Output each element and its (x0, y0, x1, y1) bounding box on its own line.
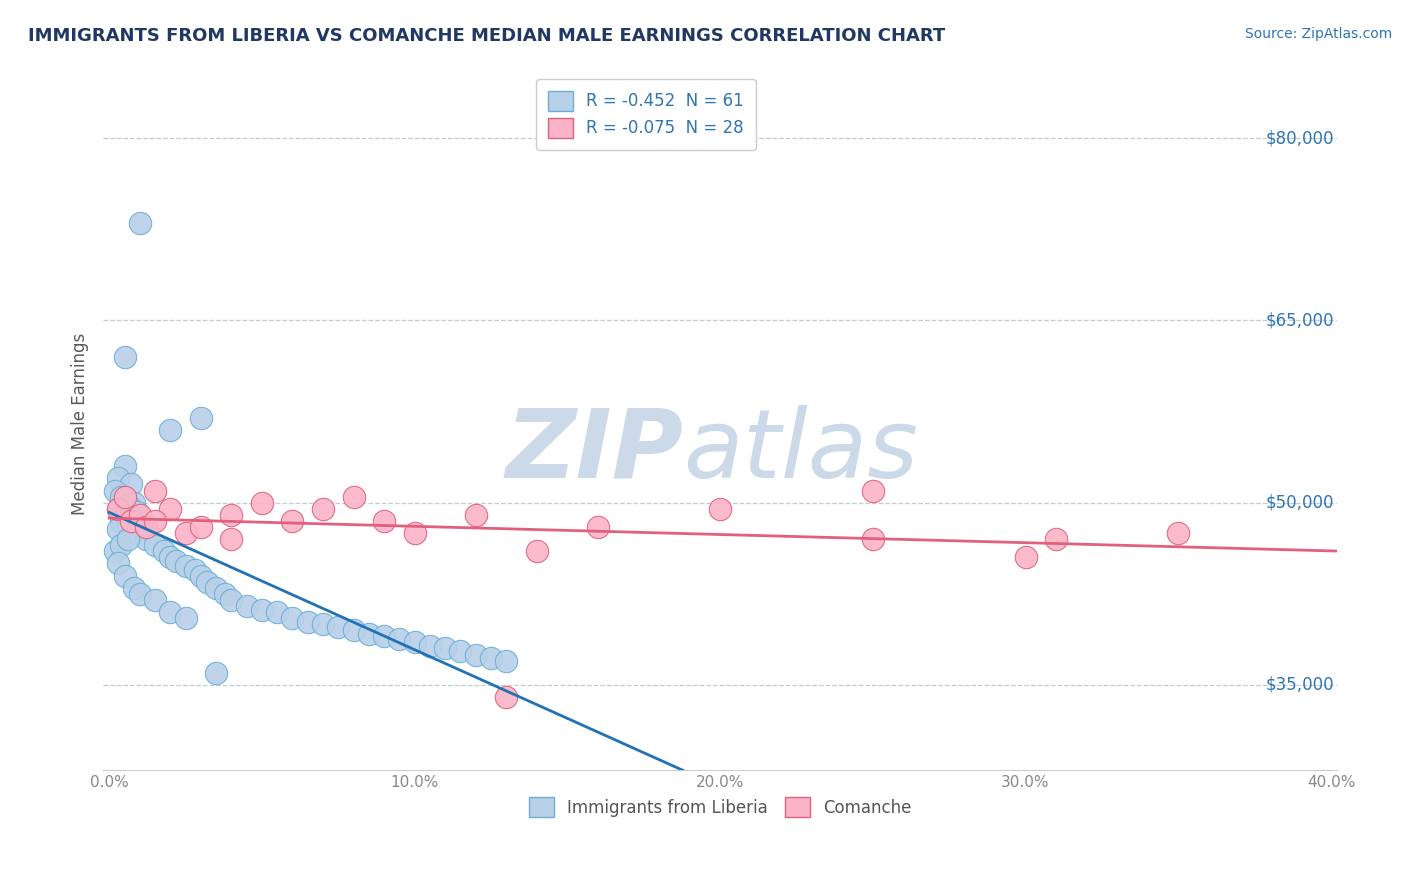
Text: IMMIGRANTS FROM LIBERIA VS COMANCHE MEDIAN MALE EARNINGS CORRELATION CHART: IMMIGRANTS FROM LIBERIA VS COMANCHE MEDI… (28, 27, 945, 45)
Point (114, 350, 136, 364)
Point (165, 554, 187, 568)
Point (174, 611, 197, 625)
Point (120, 510, 142, 524)
Point (143, 538, 166, 552)
Text: $65,000: $65,000 (1265, 311, 1334, 329)
Point (450, 644, 472, 658)
Point (174, 558, 197, 573)
Point (128, 587, 150, 601)
Point (214, 587, 236, 601)
Text: $50,000: $50,000 (1265, 493, 1334, 512)
Point (117, 532, 139, 546)
Text: Source: ZipAtlas.com: Source: ZipAtlas.com (1244, 27, 1392, 41)
Point (104, 483, 127, 498)
Point (135, 520, 157, 534)
Point (117, 517, 139, 532)
Point (107, 523, 129, 537)
Point (342, 490, 364, 504)
Point (205, 581, 228, 595)
Point (281, 611, 304, 625)
Point (107, 501, 129, 516)
Point (159, 423, 181, 437)
Point (1167, 526, 1189, 541)
Point (250, 496, 273, 510)
Point (388, 632, 411, 646)
Point (586, 520, 609, 534)
Point (159, 550, 181, 565)
Point (159, 605, 181, 619)
Point (122, 496, 145, 510)
Point (221, 508, 243, 522)
Point (419, 639, 441, 653)
Text: ZIP: ZIP (505, 405, 683, 498)
Point (1014, 550, 1036, 565)
Point (143, 593, 166, 607)
Point (404, 526, 426, 541)
Point (205, 665, 228, 680)
Point (107, 501, 129, 516)
Point (342, 624, 364, 638)
Point (221, 593, 243, 607)
Point (122, 526, 145, 541)
Point (107, 471, 129, 485)
Point (135, 532, 157, 546)
Point (221, 532, 243, 546)
Point (153, 544, 176, 558)
Point (495, 690, 517, 704)
Point (184, 562, 207, 576)
Point (312, 501, 335, 516)
Point (297, 615, 319, 629)
Point (120, 477, 142, 491)
Point (110, 490, 132, 504)
Point (862, 483, 884, 498)
Y-axis label: Median Male Earnings: Median Male Earnings (72, 333, 89, 515)
Point (128, 216, 150, 230)
Point (862, 532, 884, 546)
Point (235, 599, 257, 613)
Point (434, 641, 457, 656)
Point (281, 514, 304, 528)
Point (190, 410, 212, 425)
Point (159, 501, 181, 516)
Point (122, 581, 145, 595)
Point (479, 651, 502, 665)
Point (709, 501, 731, 516)
Point (373, 629, 395, 643)
Point (190, 568, 212, 582)
Point (250, 602, 273, 616)
Point (312, 617, 335, 632)
Point (143, 483, 166, 498)
Point (125, 505, 148, 519)
Point (404, 635, 426, 649)
Point (464, 648, 486, 662)
Text: $80,000: $80,000 (1265, 129, 1334, 147)
Point (174, 526, 197, 541)
Point (104, 544, 127, 558)
Point (495, 654, 517, 668)
Legend: Immigrants from Liberia, Comanche: Immigrants from Liberia, Comanche (522, 790, 918, 824)
Point (143, 514, 166, 528)
Point (195, 574, 218, 589)
Point (373, 514, 395, 528)
Point (110, 514, 132, 528)
Point (114, 459, 136, 474)
Point (128, 520, 150, 534)
Point (114, 490, 136, 504)
Point (114, 508, 136, 522)
Point (464, 508, 486, 522)
Point (266, 605, 288, 619)
Point (328, 619, 350, 633)
Point (114, 568, 136, 582)
Point (120, 514, 142, 528)
Point (190, 520, 212, 534)
Point (107, 557, 129, 571)
Point (117, 498, 139, 512)
Point (1045, 532, 1067, 546)
Point (128, 508, 150, 522)
Point (110, 538, 132, 552)
Text: atlas: atlas (683, 405, 918, 498)
Text: $35,000: $35,000 (1265, 676, 1334, 694)
Point (526, 544, 548, 558)
Point (357, 627, 380, 641)
